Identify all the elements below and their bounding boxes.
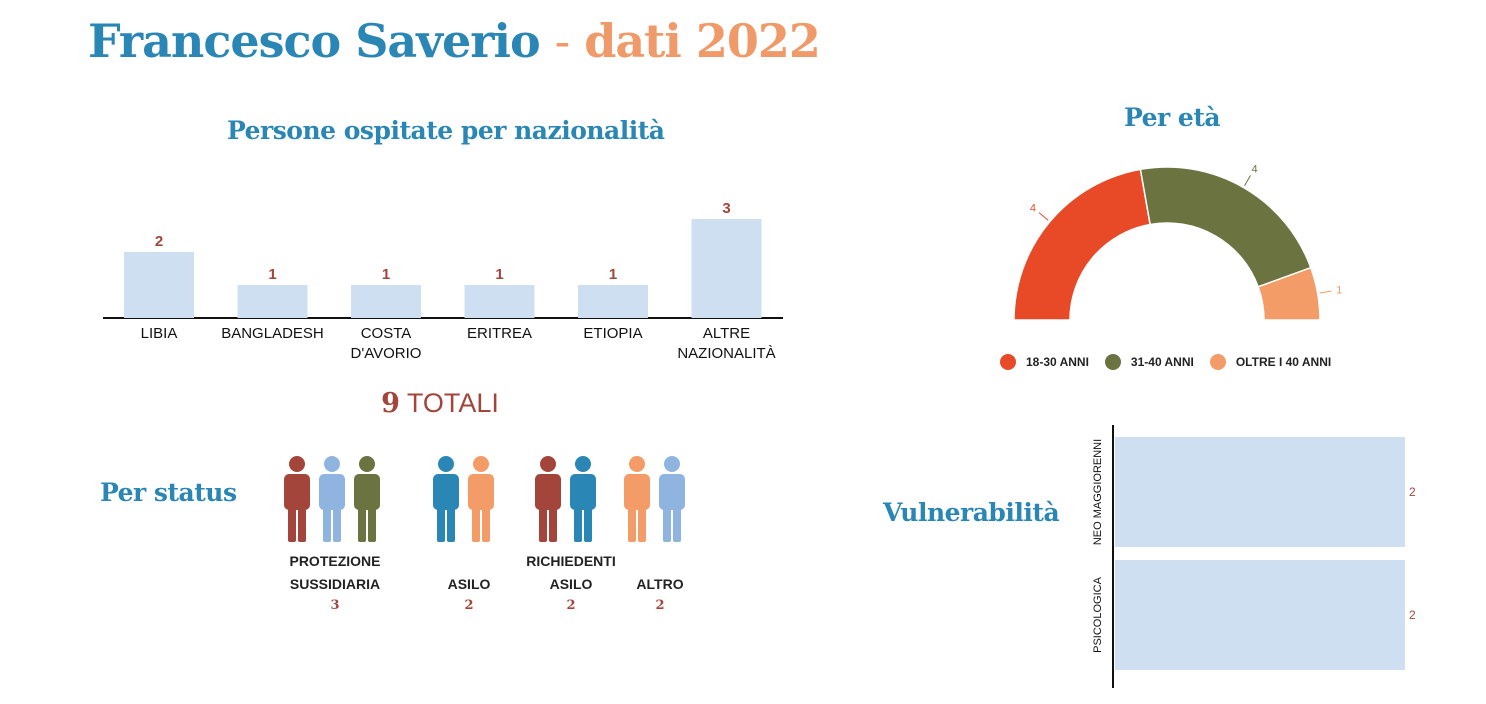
slice-label: 4 bbox=[1251, 163, 1257, 175]
data-label: 2 bbox=[1409, 485, 1416, 499]
status-label-line1 bbox=[590, 550, 730, 573]
status-label-line1: RICHIEDENTI bbox=[526, 553, 616, 569]
legend-item-over-40: OLTRE I 40 ANNI bbox=[1209, 354, 1332, 370]
category-label: ETIOPIA bbox=[583, 325, 642, 342]
bar bbox=[578, 285, 648, 318]
age-half-donut-chart: 4 4 1 bbox=[1013, 163, 1342, 321]
person-icon bbox=[468, 456, 494, 542]
people-icon bbox=[535, 456, 596, 542]
slice-label: 4 bbox=[1030, 203, 1036, 215]
category-label: LIBIA bbox=[141, 325, 178, 342]
status-count: 2 bbox=[655, 598, 665, 613]
status-label-line2: SUSSIDIARIA bbox=[289, 576, 381, 592]
age-heading: Per età bbox=[1124, 103, 1221, 132]
person-icon bbox=[659, 456, 685, 542]
donut-slice bbox=[1139, 166, 1312, 288]
total-number: 9 bbox=[381, 388, 400, 419]
person-icon bbox=[535, 456, 561, 542]
person-icon bbox=[433, 456, 459, 542]
bar bbox=[124, 252, 194, 318]
status-label: PROTEZIONE SUSSIDIARIA bbox=[265, 550, 405, 596]
title-year: dati 2022 bbox=[584, 14, 821, 68]
status-count: 2 bbox=[566, 598, 576, 613]
status-label-line2: ASILO bbox=[447, 576, 491, 592]
category-label: ERITREA bbox=[467, 325, 532, 342]
data-label: 1 bbox=[382, 266, 390, 283]
status-group-altro: ALTRO 2 bbox=[590, 452, 730, 613]
bar bbox=[691, 219, 762, 318]
status-label-line2: ALTRO bbox=[636, 576, 684, 592]
status-group-protezione: PROTEZIONE SUSSIDIARIA 3 bbox=[265, 452, 405, 613]
category-label: BANGLADESH bbox=[221, 325, 324, 342]
legend-dot bbox=[1209, 354, 1226, 370]
legend-dot bbox=[1104, 354, 1121, 370]
legend-label: 18-30 ANNI bbox=[1026, 355, 1089, 369]
slice-leader-line bbox=[1319, 290, 1332, 294]
status-group-asilo: ASILO 2 bbox=[399, 452, 539, 613]
data-label: 3 bbox=[722, 200, 730, 217]
status-label: ASILO bbox=[399, 550, 539, 596]
status-count: 3 bbox=[330, 598, 340, 613]
person-icon bbox=[570, 456, 596, 542]
title-name: Francesco Saverio bbox=[88, 14, 541, 68]
bar bbox=[351, 285, 421, 318]
legend-item-31-40: 31-40 ANNI bbox=[1104, 354, 1194, 370]
donut-slice bbox=[1257, 266, 1321, 321]
legend-item-18-30: 18-30 ANNI bbox=[1000, 354, 1089, 370]
slice-label: 1 bbox=[1336, 285, 1342, 297]
status-label-line1: PROTEZIONE bbox=[289, 553, 381, 569]
category-label: NAZIONALITÀ bbox=[677, 345, 775, 362]
people-icon bbox=[284, 456, 380, 542]
nationality-bar-chart: 2 LIBIA 1 BANGLADESH 1 COSTA D'AVORIO 1 ERITREA 1… bbox=[103, 200, 783, 362]
status-label: RICHIEDENTI ASILO bbox=[501, 550, 641, 596]
title-separator: - bbox=[554, 14, 571, 68]
person-icon bbox=[284, 456, 310, 542]
data-label: 2 bbox=[1409, 608, 1416, 622]
people-icon bbox=[624, 456, 685, 542]
bar bbox=[1115, 560, 1405, 670]
category-label: D'AVORIO bbox=[351, 345, 422, 362]
data-label: 1 bbox=[609, 266, 617, 283]
status-label: ALTRO bbox=[590, 550, 730, 596]
category-label: COSTA bbox=[361, 325, 412, 342]
bar bbox=[237, 285, 308, 318]
data-label: 1 bbox=[495, 266, 503, 283]
category-label: PSICOLOGICA bbox=[1092, 576, 1104, 652]
vulnerability-bar-chart: 2 NEO MAGGIORENNI 2 PSICOLOGICA bbox=[1092, 425, 1416, 688]
person-icon bbox=[319, 456, 345, 542]
status-group-richiedenti-asilo: RICHIEDENTI ASILO 2 bbox=[501, 452, 641, 613]
nationality-heading: Persone ospitate per nazionalità bbox=[227, 116, 665, 145]
bar bbox=[464, 285, 535, 318]
person-icon bbox=[354, 456, 380, 542]
category-label: ALTRE bbox=[703, 325, 750, 342]
slice-leader-line bbox=[1244, 175, 1251, 187]
data-label: 2 bbox=[155, 233, 163, 250]
status-count: 2 bbox=[464, 598, 474, 613]
page-title: Francesco Saverio - dati 2022 bbox=[88, 14, 821, 68]
status-label-line2: ASILO bbox=[549, 576, 593, 592]
total-label: TOTALI bbox=[406, 388, 499, 418]
category-label: NEO MAGGIORENNI bbox=[1092, 439, 1104, 545]
vulnerability-heading: Vulnerabilità bbox=[883, 498, 1060, 527]
data-label: 1 bbox=[268, 266, 276, 283]
legend-label: 31-40 ANNI bbox=[1130, 355, 1194, 369]
slice-leader-line bbox=[1038, 212, 1049, 221]
total-count: 9 TOTALI bbox=[0, 388, 880, 419]
donut-slice bbox=[1013, 168, 1152, 321]
legend-dot bbox=[1000, 354, 1016, 370]
age-legend: 18-30 ANNI 31-40 ANNI OLTRE I 40 ANNI bbox=[1000, 354, 1331, 370]
status-heading: Per status bbox=[100, 478, 237, 507]
people-icon bbox=[433, 456, 494, 542]
legend-label: OLTRE I 40 ANNI bbox=[1235, 355, 1332, 369]
bar bbox=[1115, 437, 1405, 547]
person-icon bbox=[624, 456, 650, 542]
